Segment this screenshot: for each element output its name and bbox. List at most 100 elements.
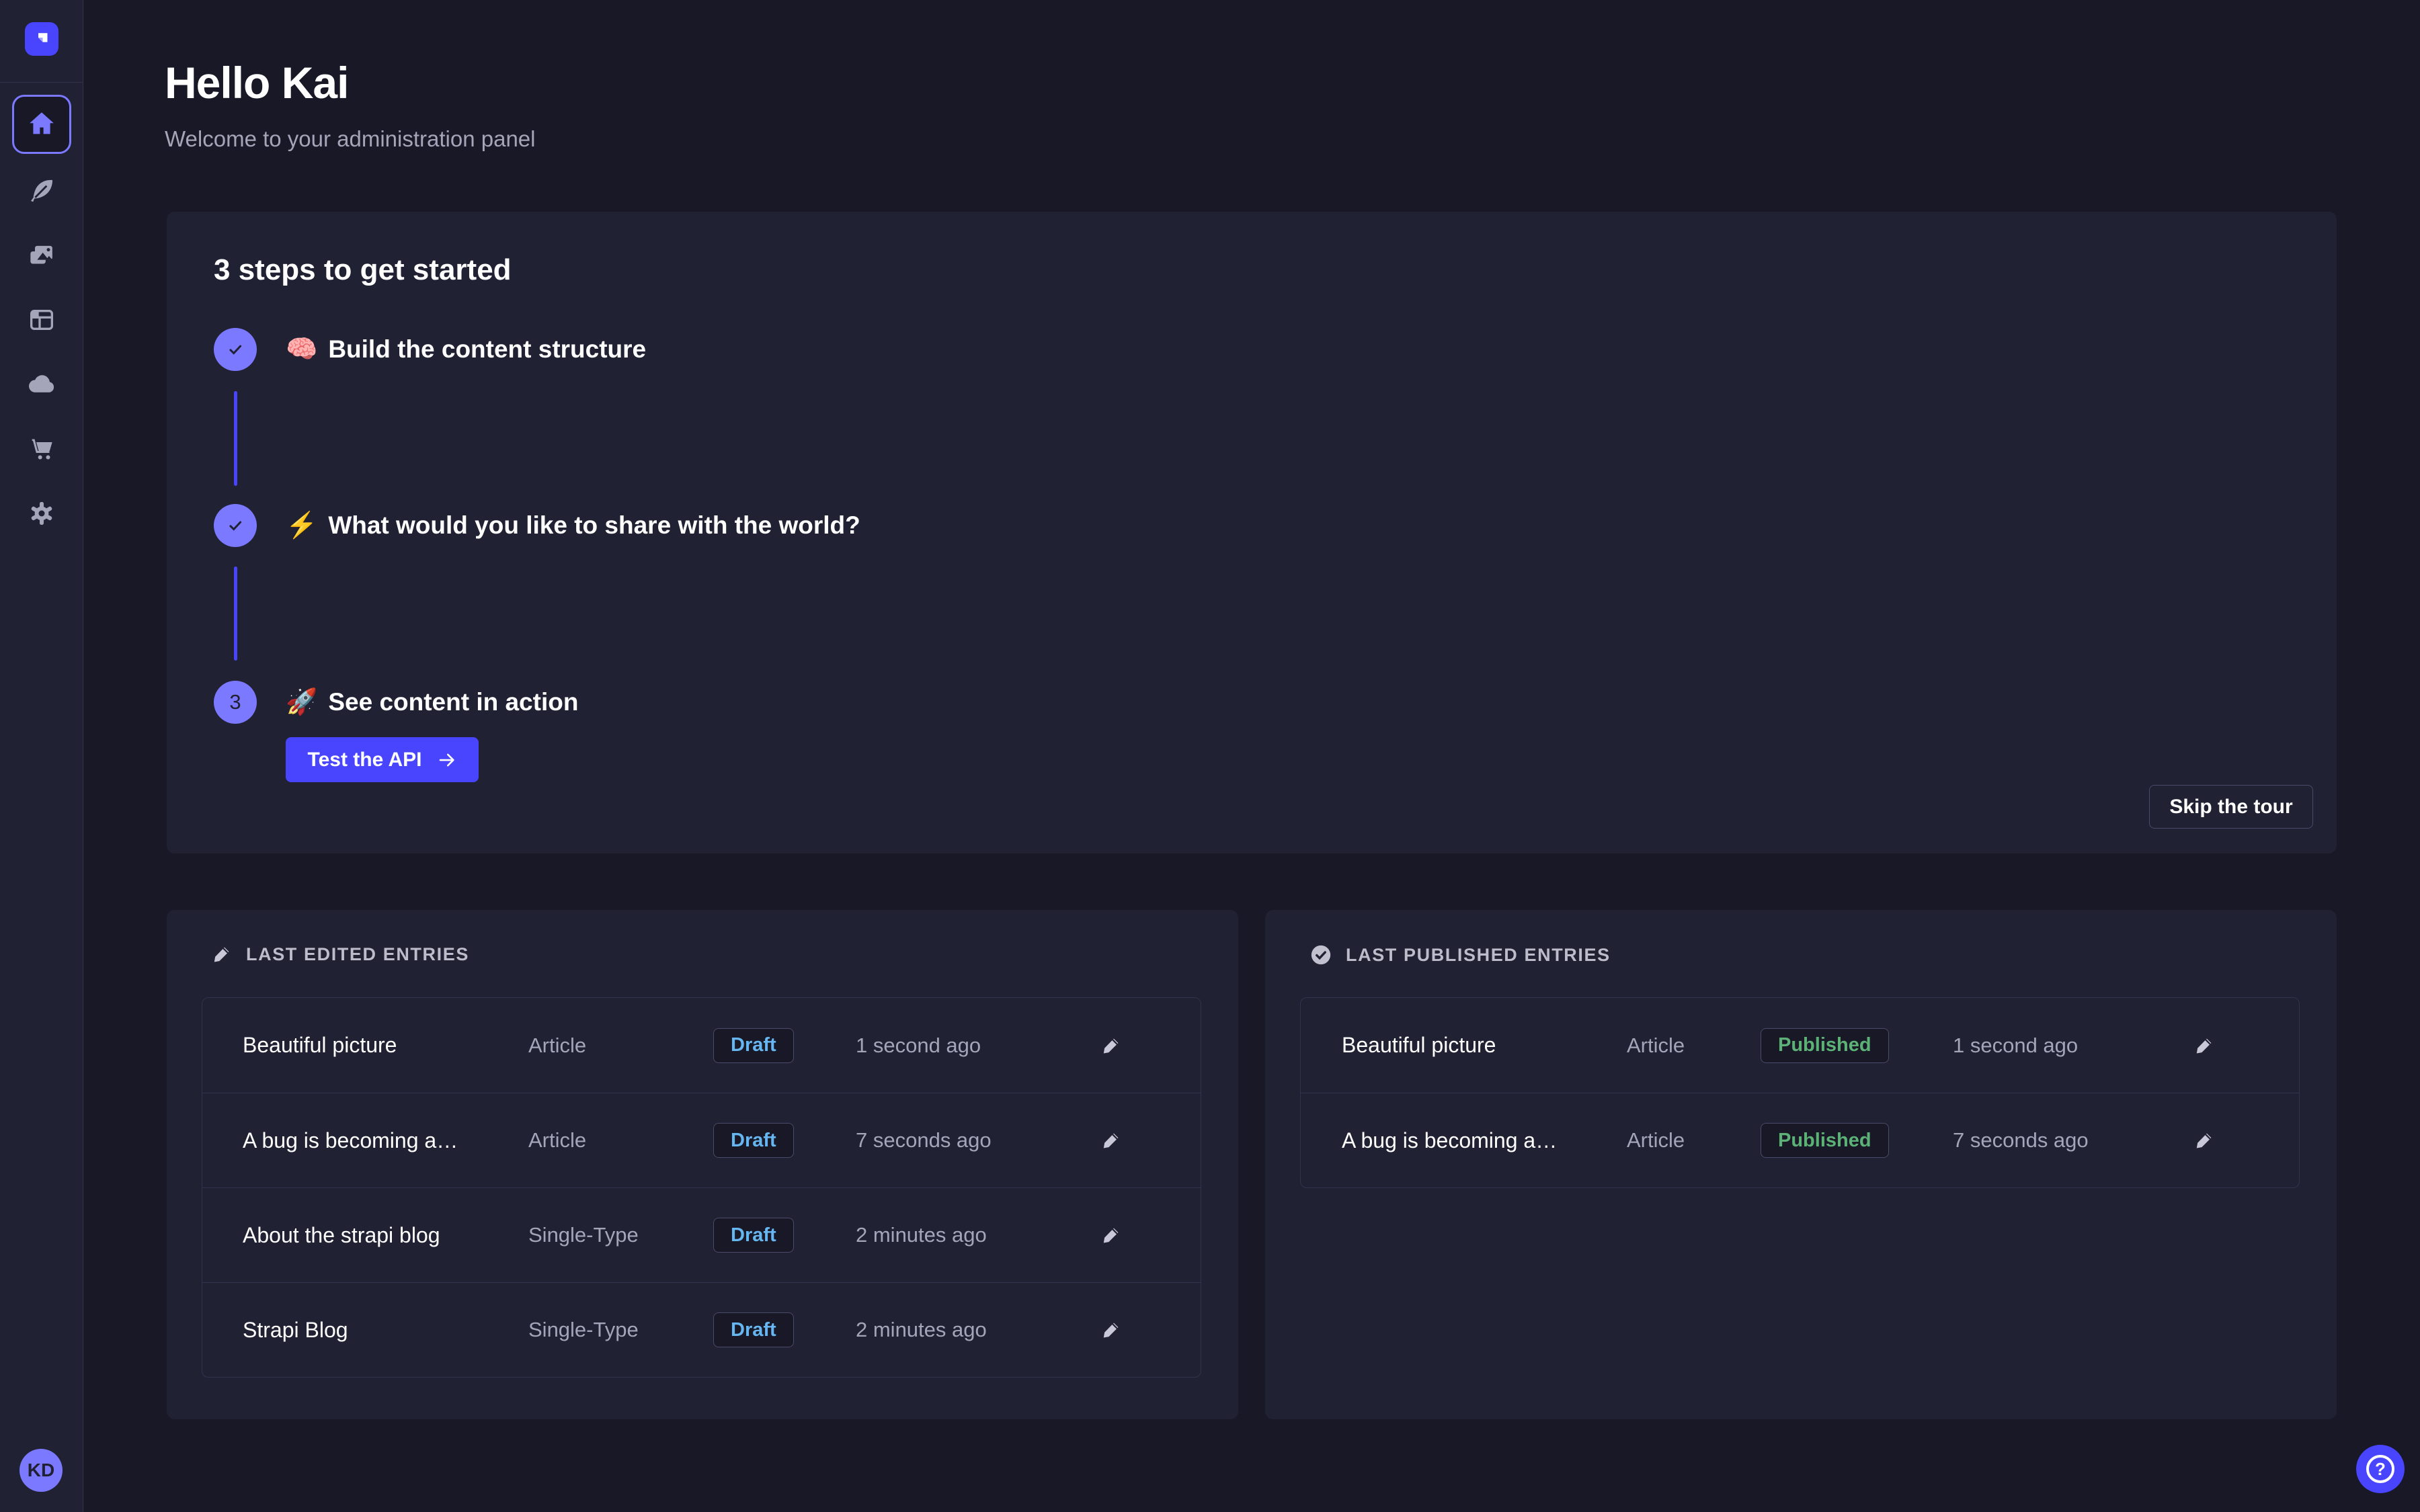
step-status-circle	[214, 504, 257, 547]
tour-step[interactable]: ⚡ What would you like to share with the w…	[214, 504, 860, 547]
status-badge: Draft	[713, 1312, 794, 1347]
pencil-icon	[214, 947, 229, 962]
entry-title: Strapi Blog	[243, 1317, 348, 1342]
tour-steps: 🧠 Build the content structure ⚡ What would…	[214, 328, 1558, 731]
entry-type: Single-Type	[528, 1223, 639, 1247]
home-icon	[28, 110, 56, 140]
entry-type: Article	[1627, 1033, 1685, 1057]
sidebar: KD	[0, 0, 83, 1512]
pencil-icon	[1103, 1038, 1119, 1053]
last-edited-header: LAST EDITED ENTRIES	[211, 943, 469, 965]
edit-entry-button[interactable]	[1095, 1030, 1127, 1062]
entry-type: Article	[1627, 1128, 1685, 1152]
tour-step[interactable]: 🧠 Build the content structure	[214, 328, 646, 371]
status-badge: Draft	[713, 1218, 794, 1253]
pencil-icon	[1103, 1133, 1119, 1148]
shopping-cart-icon	[28, 435, 55, 464]
sidebar-item-media-library[interactable]	[23, 237, 61, 275]
sidebar-item-content-manager[interactable]	[23, 173, 61, 210]
user-avatar[interactable]: KD	[19, 1449, 63, 1492]
step-label: ⚡ What would you like to share with the w…	[286, 511, 860, 540]
edit-entry-button[interactable]	[1095, 1314, 1127, 1346]
entry-time: 1 second ago	[856, 1033, 981, 1057]
entry-title: A bug is becoming a…	[1342, 1128, 1558, 1152]
sidebar-item-settings[interactable]	[23, 495, 61, 533]
page-title: Hello Kai	[165, 58, 349, 108]
entry-time: 2 minutes ago	[856, 1318, 987, 1341]
step-label: 🧠 Build the content structure	[286, 335, 647, 364]
sidebar-item-cloud[interactable]	[23, 366, 61, 404]
entry-type: Single-Type	[528, 1318, 639, 1341]
step-number: 3	[229, 690, 241, 714]
edit-entry-button[interactable]	[1095, 1219, 1127, 1251]
edit-entry-button[interactable]	[2188, 1030, 2220, 1062]
last-edited-title: LAST EDITED ENTRIES	[246, 943, 469, 964]
edit-entry-button[interactable]	[1095, 1124, 1127, 1157]
step-status-circle	[214, 328, 257, 371]
last-published-panel: LAST PUBLISHED ENTRIES Beautiful picture…	[1265, 910, 2337, 1419]
last-published-title: LAST PUBLISHED ENTRIES	[1346, 944, 1611, 965]
status-badge: Published	[1761, 1123, 1889, 1158]
strapi-logo-button[interactable]	[25, 22, 58, 56]
pencil-icon	[2196, 1133, 2212, 1148]
pencil-icon	[1103, 1228, 1119, 1243]
entry-type: Article	[528, 1033, 587, 1057]
entry-title: Beautiful picture	[243, 1033, 397, 1057]
entry-title: About the strapi blog	[243, 1222, 440, 1247]
feather-icon	[28, 177, 55, 206]
table-row: About the strapi blog Single-Type Draft …	[202, 1187, 1201, 1282]
help-button[interactable]: ?	[2356, 1445, 2405, 1493]
table-row: A bug is becoming a… Article Draft 7 sec…	[202, 1093, 1201, 1187]
step-label: 🚀 See content in action	[286, 688, 579, 716]
entry-time: 2 minutes ago	[856, 1223, 987, 1247]
status-badge: Draft	[713, 1027, 794, 1063]
pencil-icon	[1103, 1322, 1119, 1338]
table-row: Beautiful picture Article Published 1 se…	[1301, 998, 2299, 1093]
question-mark-icon: ?	[2366, 1455, 2394, 1483]
avatar-initials: KD	[27, 1460, 55, 1480]
entry-time: 1 second ago	[1953, 1033, 2079, 1057]
cloud-icon	[27, 370, 56, 401]
page-subtitle: Welcome to your administration panel	[165, 126, 536, 151]
sidebar-item-content-type-builder[interactable]	[23, 302, 61, 339]
guided-tour-title: 3 steps to get started	[214, 253, 512, 286]
last-edited-panel: LAST EDITED ENTRIES Beautiful picture Ar…	[167, 910, 1238, 1419]
step-status-circle: 3	[214, 681, 257, 724]
edit-entry-button[interactable]	[2188, 1124, 2220, 1157]
last-published-table: Beautiful picture Article Published 1 se…	[1300, 997, 2300, 1188]
test-api-button[interactable]: Test the API	[286, 737, 479, 782]
entry-title: Beautiful picture	[1342, 1033, 1496, 1057]
pencil-icon	[2196, 1038, 2212, 1053]
step-emoji: 🚀	[286, 688, 318, 716]
step-connector	[234, 391, 237, 486]
step-emoji: 🧠	[286, 335, 318, 364]
table-row: A bug is becoming a… Article Published 7…	[1301, 1093, 2299, 1187]
step-emoji: ⚡	[286, 511, 318, 540]
strapi-logo-icon	[30, 27, 53, 52]
entry-title: A bug is becoming a…	[243, 1128, 458, 1152]
step-connector	[234, 566, 237, 661]
sidebar-item-marketplace[interactable]	[23, 431, 61, 468]
entry-time: 7 seconds ago	[1953, 1128, 2089, 1152]
status-badge: Draft	[713, 1123, 794, 1158]
check-circle-icon	[1311, 945, 1331, 965]
tour-step[interactable]: 3 🚀 See content in action	[214, 681, 578, 724]
table-row: Beautiful picture Article Draft 1 second…	[202, 998, 1201, 1093]
entry-time: 7 seconds ago	[856, 1128, 992, 1152]
layout-icon	[28, 306, 55, 335]
guided-tour-card: 3 steps to get started 🧠 Build the conten…	[167, 212, 2337, 853]
arrow-right-icon	[439, 753, 454, 766]
sidebar-item-home[interactable]	[12, 95, 71, 154]
skip-tour-button[interactable]: Skip the tour	[2149, 785, 2313, 829]
last-edited-table: Beautiful picture Article Draft 1 second…	[202, 997, 1201, 1378]
check-icon	[229, 521, 242, 531]
pictures-icon	[28, 242, 55, 271]
status-badge: Published	[1761, 1027, 1889, 1063]
gear-icon	[28, 500, 55, 529]
check-icon	[229, 345, 242, 355]
entry-type: Article	[528, 1128, 587, 1152]
sidebar-divider	[0, 82, 83, 83]
table-row: Strapi Blog Single-Type Draft 2 minutes …	[202, 1282, 1201, 1377]
last-published-header: LAST PUBLISHED ENTRIES	[1309, 943, 1611, 966]
main-content: Hello Kai Welcome to your administration…	[84, 0, 2420, 1512]
